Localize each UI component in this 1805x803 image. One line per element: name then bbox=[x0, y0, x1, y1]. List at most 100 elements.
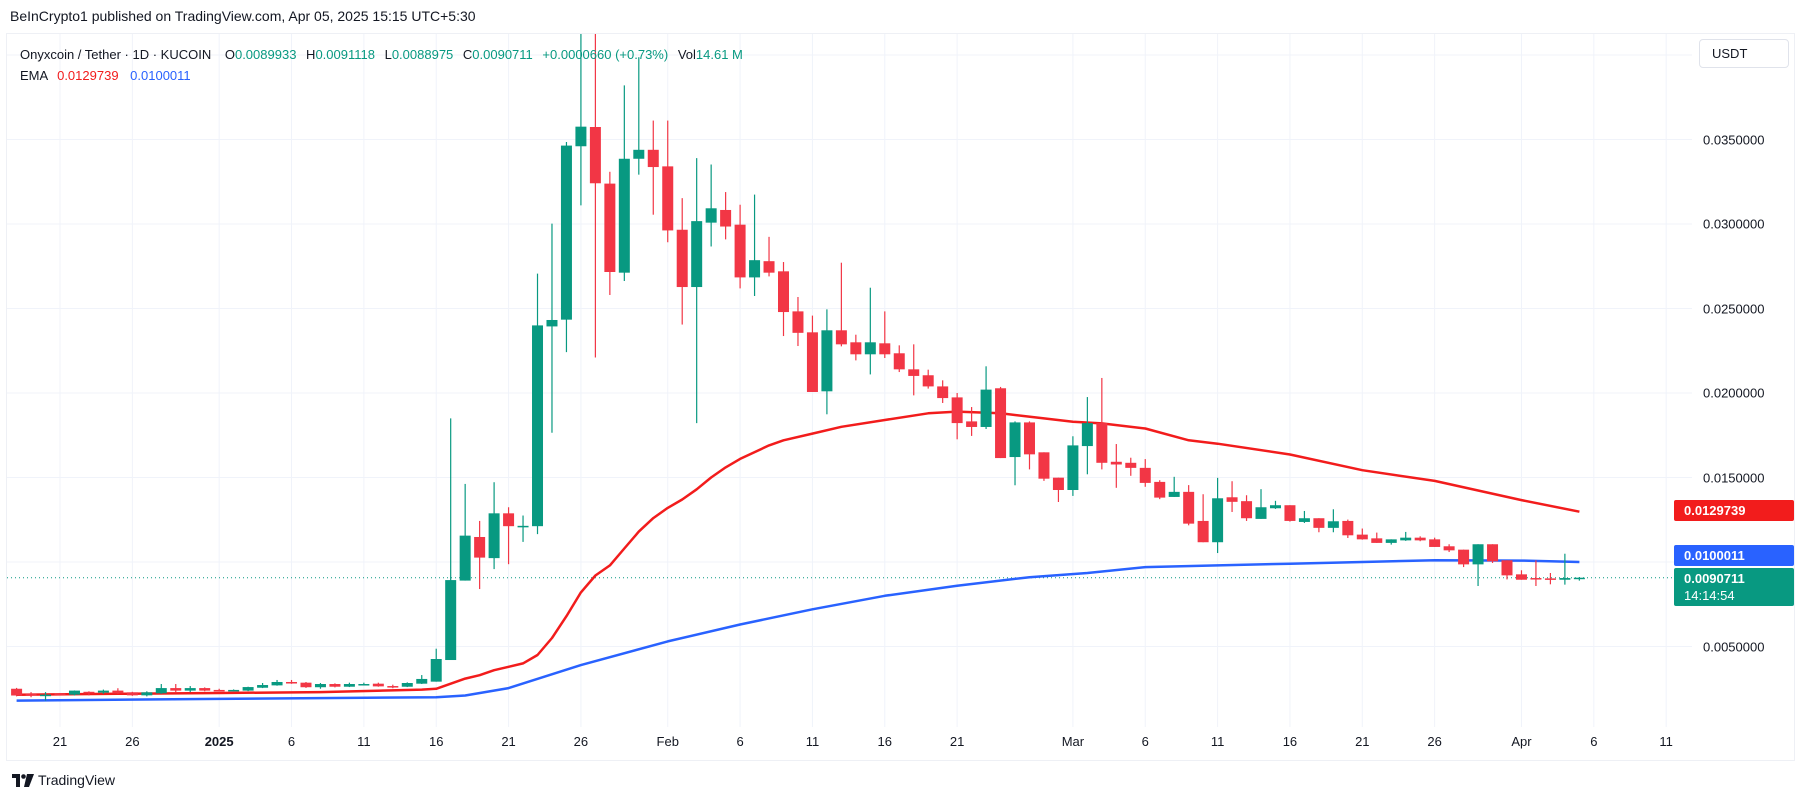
candle-body bbox=[980, 389, 992, 427]
price-axis-label: 0.0250000 bbox=[1703, 301, 1765, 316]
candle-body bbox=[1501, 560, 1513, 576]
candle bbox=[228, 689, 240, 692]
candle-body bbox=[821, 330, 833, 392]
candle-body bbox=[474, 536, 486, 558]
candle bbox=[1298, 510, 1310, 523]
candle-body bbox=[1544, 578, 1556, 580]
candle-body bbox=[1139, 467, 1151, 483]
candle bbox=[1342, 519, 1354, 539]
candle bbox=[1052, 477, 1064, 503]
candle-body bbox=[1197, 520, 1209, 543]
ohlc-open: O0.0089933 bbox=[224, 47, 297, 62]
candle bbox=[1139, 459, 1151, 487]
candle bbox=[1226, 481, 1238, 512]
candle bbox=[1501, 560, 1513, 580]
last-price-value: 0.0090711 bbox=[1684, 571, 1745, 586]
candle bbox=[242, 686, 254, 692]
candle-body bbox=[1110, 461, 1122, 465]
candle bbox=[68, 690, 80, 696]
tradingview-logo[interactable]: TradingView bbox=[12, 772, 115, 788]
grid-lines bbox=[7, 34, 1692, 727]
time-axis-label: 11 bbox=[1210, 734, 1225, 749]
candle-body bbox=[893, 353, 905, 370]
candle-body bbox=[488, 513, 500, 559]
candle-body bbox=[705, 208, 717, 223]
candle-body bbox=[329, 684, 341, 687]
ema-red-price-badge: 0.0129739 bbox=[1674, 500, 1794, 521]
candle bbox=[1038, 452, 1050, 481]
candle-body bbox=[54, 693, 66, 695]
candle bbox=[1544, 572, 1556, 585]
candle bbox=[1009, 421, 1021, 486]
time-axis-label: 6 bbox=[736, 734, 744, 749]
candle-body bbox=[835, 330, 847, 345]
candle-body bbox=[68, 690, 80, 695]
candle bbox=[1414, 536, 1426, 542]
candle-body bbox=[662, 166, 674, 231]
candle-body bbox=[966, 421, 978, 427]
candle bbox=[893, 345, 905, 373]
candle-body bbox=[633, 149, 645, 159]
candle bbox=[1110, 444, 1122, 488]
candle-body bbox=[589, 126, 601, 184]
candle-body bbox=[778, 271, 789, 313]
ohlc-high: H0.0091118 bbox=[306, 47, 375, 62]
candle bbox=[1530, 560, 1542, 586]
price-axis-label: 0.0150000 bbox=[1703, 470, 1765, 485]
candle bbox=[1154, 480, 1166, 500]
last-price-badge: 0.0090711 14:14:54 bbox=[1674, 568, 1794, 606]
candle-body bbox=[126, 692, 138, 696]
candle bbox=[821, 309, 833, 415]
candle bbox=[676, 198, 688, 325]
candle bbox=[1081, 397, 1093, 475]
candle bbox=[1313, 518, 1325, 533]
candle bbox=[199, 687, 211, 692]
tradingview-logo-icon bbox=[12, 773, 34, 787]
candle bbox=[589, 34, 601, 358]
candle-body bbox=[1443, 546, 1455, 551]
currency-button[interactable]: USDT bbox=[1699, 39, 1789, 68]
price-axis-label: 0.0300000 bbox=[1703, 216, 1765, 232]
ema-legend-row: EMA 0.0129739 0.0100011 bbox=[20, 65, 743, 86]
candle-body bbox=[720, 209, 732, 227]
candle-body bbox=[1530, 578, 1542, 580]
candle-body bbox=[445, 580, 457, 661]
candle bbox=[503, 507, 515, 565]
symbol-legend-row: Onyxcoin / Tether · 1D · KUCOIN O0.00899… bbox=[20, 44, 743, 65]
candle-countdown: 14:14:54 bbox=[1684, 588, 1735, 603]
candle-body bbox=[1487, 544, 1499, 562]
candle-body bbox=[1385, 539, 1397, 543]
candle-body bbox=[1168, 491, 1180, 497]
candle-body bbox=[1458, 549, 1470, 565]
candle-body bbox=[806, 332, 818, 392]
symbol-title[interactable]: Onyxcoin / Tether · 1D · KUCOIN bbox=[20, 47, 212, 62]
time-axis-label: 6 bbox=[287, 734, 296, 749]
candle bbox=[372, 682, 384, 687]
candle-body bbox=[922, 375, 934, 387]
time-axis-label: Mar bbox=[1061, 734, 1085, 749]
candle bbox=[488, 482, 500, 570]
candle-body bbox=[691, 221, 703, 288]
price-axis-label: 0.0350000 bbox=[1703, 132, 1765, 147]
candle bbox=[604, 171, 616, 295]
candle bbox=[951, 393, 963, 440]
candle bbox=[1269, 500, 1281, 509]
logo-text: TradingView bbox=[38, 772, 116, 788]
time-axis-label: 11 bbox=[357, 734, 371, 749]
candle-body bbox=[1009, 422, 1021, 458]
candle-body bbox=[1038, 452, 1050, 479]
candle bbox=[720, 192, 732, 240]
candle-body bbox=[141, 692, 153, 696]
candle-body bbox=[1313, 518, 1325, 528]
candle-body bbox=[749, 260, 761, 278]
candle-body bbox=[763, 261, 775, 273]
candle bbox=[546, 223, 558, 433]
candle-body bbox=[1342, 520, 1354, 536]
time-axis-label: 2025 bbox=[204, 734, 234, 749]
candle bbox=[806, 315, 818, 392]
ema-label[interactable]: EMA bbox=[20, 68, 48, 83]
candle-body bbox=[1298, 518, 1310, 522]
candle-body bbox=[951, 397, 963, 424]
candle bbox=[329, 683, 341, 688]
